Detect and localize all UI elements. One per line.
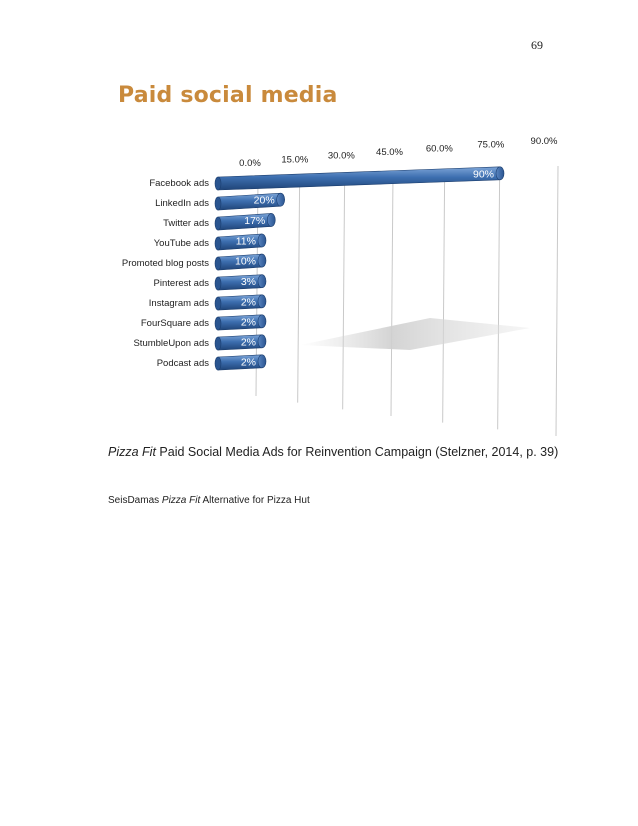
chart: Paid social media 0.0% 15.0% 30.0% 45.0% 60.… [118, 83, 559, 437]
gridline [442, 169, 446, 423]
bar-value-label: 3% [241, 276, 256, 288]
category-label: LinkedIn ads [155, 198, 209, 209]
bar-value-label: 11% [236, 236, 256, 248]
x-tick-label: 60.0% [426, 143, 453, 154]
bar-end-cap [257, 334, 267, 349]
bar-start-cap [214, 216, 222, 231]
category-label: StumbleUpon ads [133, 338, 209, 349]
bar-value-label: 10% [235, 256, 256, 268]
bar-end-cap [257, 354, 267, 369]
gridline [497, 167, 501, 430]
bar-value-label: 17% [244, 215, 265, 227]
caption-text: Paid Social Media Ads for Reinvention Ca… [155, 445, 559, 459]
bar: 2% [214, 294, 267, 311]
bar-value-label: 2% [241, 336, 256, 348]
bar-value-label: 2% [241, 316, 256, 328]
bar-end-cap [257, 253, 267, 268]
bar-start-cap [214, 316, 222, 331]
bar: 11% [214, 233, 267, 251]
category-label: Podcast ads [157, 358, 210, 369]
bar-end-cap [257, 294, 267, 309]
bar-chart-svg: 0.0% 15.0% 30.0% 45.0% 60.0% 75.0% 90.0% Faceb… [122, 136, 559, 437]
x-tick-label: 0.0% [239, 158, 261, 169]
bar-value-label: 20% [254, 195, 275, 207]
bar-start-cap [214, 236, 222, 251]
bar-body [217, 166, 501, 191]
x-tick-label: 90.0% [531, 136, 558, 147]
gridline [390, 171, 394, 417]
bar-value-label: 2% [241, 356, 256, 368]
floor-shadow [300, 318, 530, 350]
bar: 2% [214, 334, 267, 351]
x-tick-label: 30.0% [328, 151, 355, 162]
bar-value-label: 90% [473, 168, 494, 180]
bar-start-cap [214, 356, 222, 371]
footer-italic: Pizza Fit [161, 495, 201, 506]
footer-prefix: SeisDamas [108, 495, 162, 506]
gridline [342, 173, 346, 410]
caption-italic: Pizza Fit [108, 445, 156, 459]
bar-end-cap [495, 166, 505, 181]
page-number: 69 [531, 38, 543, 52]
category-label: Pinterest ads [154, 278, 210, 289]
x-tick-label: 45.0% [376, 147, 403, 158]
category-label: YouTube ads [154, 238, 210, 249]
gridline [555, 165, 559, 437]
bar: 90% [214, 166, 505, 191]
category-label: Facebook ads [149, 178, 209, 189]
category-label: FourSquare ads [141, 318, 209, 329]
bar: 17% [214, 213, 276, 231]
bar-end-cap [257, 314, 267, 329]
x-tick-label: 15.0% [281, 154, 308, 165]
bar: 20% [214, 192, 285, 211]
bar-end-cap [266, 213, 276, 227]
bar-start-cap [214, 296, 222, 311]
bar: 2% [214, 314, 267, 331]
figure-caption: Pizza Fit Paid Social Media Ads for Rein… [108, 445, 558, 459]
bar: 10% [214, 253, 267, 271]
bar-start-cap [214, 256, 222, 271]
bar: 2% [214, 354, 267, 371]
category-label: Twitter ads [163, 218, 209, 229]
bar-end-cap [257, 233, 267, 248]
bar-start-cap [214, 276, 222, 291]
bar-end-cap [257, 274, 267, 289]
category-label: Promoted blog posts [122, 258, 209, 269]
bar-value-label: 2% [241, 296, 256, 308]
bar-end-cap [276, 192, 285, 207]
bar: 3% [214, 274, 267, 291]
gridline [297, 175, 301, 403]
chart-title: Paid social media [118, 83, 338, 108]
category-label: Instagram ads [149, 298, 209, 309]
bar-start-cap [214, 176, 222, 191]
x-tick-label: 75.0% [477, 140, 504, 151]
running-footer: SeisDamas Pizza Fit Alternative for Pizz… [108, 495, 310, 506]
bar-start-cap [214, 196, 222, 211]
footer-suffix: Alternative for Pizza Hut [200, 495, 310, 506]
bar-start-cap [214, 336, 222, 351]
